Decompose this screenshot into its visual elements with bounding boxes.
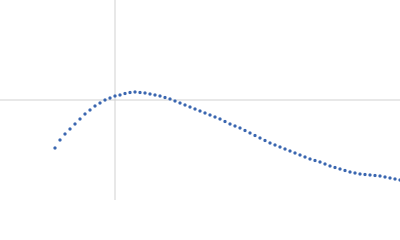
data-point (113, 94, 117, 98)
data-point (103, 98, 107, 102)
data-point (198, 109, 202, 113)
data-point (358, 172, 362, 176)
data-point (388, 176, 392, 180)
data-point (163, 95, 167, 100)
data-point (288, 149, 292, 153)
data-point (263, 138, 267, 143)
data-point (268, 141, 272, 145)
data-point (168, 97, 172, 101)
data-point (363, 172, 367, 177)
data-point (88, 108, 92, 112)
data-point (278, 145, 282, 149)
data-point (318, 160, 322, 164)
data-point (108, 96, 112, 100)
data-point (238, 126, 242, 130)
data-point (273, 143, 277, 147)
data-point (303, 155, 307, 159)
data-point (333, 165, 337, 170)
data-point (83, 112, 87, 116)
data-point (258, 136, 262, 140)
data-point (248, 131, 252, 135)
data-point (343, 168, 347, 173)
data-point (243, 128, 247, 133)
data-point (338, 167, 342, 171)
chart (0, 0, 400, 200)
data-point (328, 164, 332, 168)
data-point (148, 92, 152, 96)
data-point (188, 105, 192, 109)
data-point (123, 91, 127, 96)
data-point (368, 173, 372, 177)
data-point (293, 151, 297, 155)
data-point (118, 93, 122, 97)
data-point (313, 158, 317, 163)
data-point (233, 124, 237, 128)
data-point (158, 94, 162, 98)
data-point (323, 162, 327, 166)
data-point (138, 90, 142, 95)
data-point (63, 132, 67, 136)
data-point (373, 173, 377, 178)
data-point (228, 122, 232, 126)
data-point (93, 104, 97, 108)
data-point (308, 157, 312, 161)
data-point (208, 113, 212, 117)
data-point (348, 170, 352, 174)
data-point (173, 99, 177, 103)
data-point (98, 101, 102, 105)
data-point (143, 91, 147, 95)
data-point (53, 146, 57, 150)
data-point (383, 175, 387, 179)
data-point (298, 153, 302, 157)
data-point (133, 90, 137, 94)
data-point (68, 127, 72, 131)
data-point (58, 138, 62, 142)
data-point (223, 119, 227, 124)
data-point (253, 133, 257, 138)
data-point (378, 174, 382, 178)
data-point (213, 115, 217, 119)
data-point (183, 103, 187, 107)
data-point (203, 111, 207, 115)
data-point (393, 177, 397, 181)
data-point (153, 93, 157, 97)
data-point (218, 117, 222, 121)
data-point (193, 107, 197, 111)
data-point (283, 147, 287, 151)
data-point (353, 171, 357, 175)
data-point (128, 90, 132, 95)
data-point (178, 101, 182, 105)
data-point (73, 122, 77, 126)
data-point (78, 117, 82, 121)
